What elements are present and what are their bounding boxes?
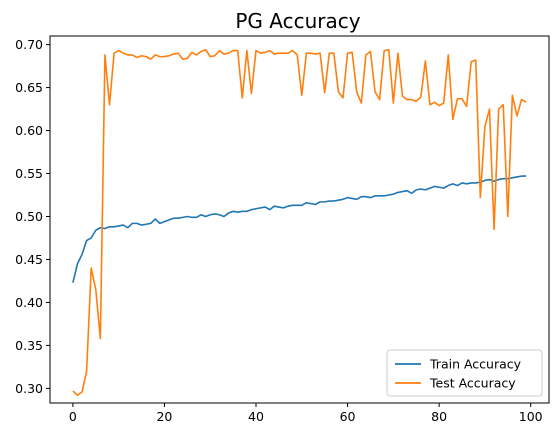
y-tick-label: 0.55 <box>15 166 43 181</box>
y-tick-label: 0.35 <box>15 338 43 353</box>
x-axis: 0 20 40 60 80 100 <box>69 403 543 424</box>
y-tick-label: 0.50 <box>15 209 43 224</box>
x-tick-label: 20 <box>156 409 172 424</box>
series-line-train-accuracy <box>72 175 527 283</box>
x-tick-label: 0 <box>69 409 77 424</box>
legend-label: Test Accuracy <box>429 376 516 391</box>
y-tick-label: 0.40 <box>15 295 43 310</box>
x-tick-label: 80 <box>431 409 447 424</box>
y-tick-label: 0.30 <box>15 381 43 396</box>
y-tick-label: 0.45 <box>15 252 43 267</box>
legend: Train Accuracy Test Accuracy <box>386 349 543 397</box>
legend-label: Train Accuracy <box>429 357 522 372</box>
x-tick-label: 100 <box>519 409 543 424</box>
plot-area <box>49 35 550 404</box>
x-tick-label: 40 <box>248 409 264 424</box>
legend-box <box>386 349 543 397</box>
chart-title: PG Accuracy <box>235 9 360 33</box>
y-axis: 0.30 0.35 0.40 0.45 0.50 0.55 0.60 0.65 0.70 <box>15 37 50 396</box>
series-line-test-accuracy <box>72 48 527 397</box>
x-tick-label: 60 <box>340 409 356 424</box>
y-tick-label: 0.60 <box>15 123 43 138</box>
y-tick-label: 0.70 <box>15 37 43 52</box>
series-layer <box>72 48 527 397</box>
y-tick-label: 0.65 <box>15 80 43 95</box>
plot-frame <box>49 35 550 404</box>
